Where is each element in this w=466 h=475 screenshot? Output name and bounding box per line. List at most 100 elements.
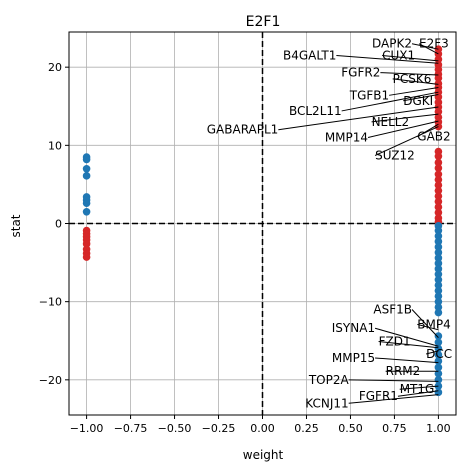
data-point [434,175,443,184]
annotation-connector [336,54,439,64]
data-point [434,107,443,116]
chart-title: E2F1 [246,14,281,30]
gene-label: KCNJ11 [305,396,348,410]
annotation-connector [403,94,439,102]
annotation-connector [382,54,439,62]
y-tick-label: 20 [48,61,62,74]
gene-label: RRM2 [386,364,421,378]
annotation-connector [425,350,439,355]
y-axis-label: stat [9,214,23,237]
y-tick-label: 10 [48,139,62,152]
data-point [82,240,91,248]
gene-label: NELL2 [372,115,410,129]
gene-label: PCSK6 [393,72,432,86]
x-tick-label: −0.25 [202,422,236,435]
data-point [434,303,443,311]
x-tick-label: 1.00 [426,422,451,435]
x-tick-label: 0.50 [338,422,363,435]
gene-label: SUZ12 [375,148,415,162]
gene-label: FZD1 [379,335,411,349]
data-point [434,308,443,317]
annotation-connector [397,390,439,397]
gene-label: GAB2 [417,130,450,144]
data-point [434,170,443,179]
data-point [434,265,443,273]
annotation-connector [392,78,439,85]
gene-label: DAPK2 [372,37,412,51]
gene-label: ISYNA1 [332,321,375,335]
data-point [434,208,443,217]
annotation-connector [375,357,439,364]
x-tick-label: 0.75 [382,422,407,435]
data-point [434,363,443,372]
plot-area: −1.00 −0.75 −0.50 −0.25 0.00 0.25 0.50 0.75 1.00… [39,31,457,435]
data-point [434,197,443,206]
data-point [434,332,443,340]
gene-label: MMP15 [332,351,375,365]
y-tick-label: −20 [39,374,62,387]
annotation-connector [417,323,439,331]
gene-label: ASF1B [373,302,412,316]
gene-label: GABARAPL1 [207,123,279,137]
data-point [434,203,443,211]
data-point [434,237,443,246]
annotation-connector [348,394,439,404]
data-point [434,186,443,195]
annotation-connector [399,385,439,390]
data-point [434,275,443,284]
gene-label: BMP4 [417,317,450,331]
gene-label: FGFR1 [359,389,398,403]
annotation-connector [389,87,439,96]
data-point [434,226,443,235]
data-point [434,232,443,240]
data-point [434,259,443,268]
annotation-connector [367,120,439,139]
data-point [82,199,91,207]
data-point [434,297,443,306]
data-point [434,388,443,397]
annotation-connector [378,341,439,349]
data-point [434,344,443,353]
annotation-connector [380,72,439,76]
data-point [434,281,443,290]
gene-label: DCC [426,347,452,361]
annotation-connector [348,379,439,382]
gene-label: FGFR2 [341,66,380,80]
data-point [434,254,443,262]
data-point [434,338,443,347]
data-point [434,192,443,200]
annotation-connector [341,91,439,112]
x-tick-label: 0.00 [250,422,275,435]
data-point [434,74,443,82]
y-tick-label: −10 [39,296,62,309]
y-tick-label: 0 [55,218,62,231]
x-tick-label: −0.75 [114,422,148,435]
data-point [434,164,443,172]
data-point [82,253,91,261]
data-point [434,292,443,300]
data-point [434,286,443,295]
gene-label: B4GALT1 [283,48,336,62]
gene-label: E2F3 [419,37,449,51]
data-point [434,55,443,64]
data-point [434,243,443,251]
annotation-connector [371,113,439,123]
data-point [82,207,91,216]
data-point [434,50,443,58]
data-point [82,155,91,164]
data-point [82,164,91,173]
data-point [434,351,443,359]
x-tick-label: 0.25 [294,422,319,435]
data-point [434,248,443,257]
annotation-connector [374,327,439,347]
gene-label: TOP2A [308,373,350,387]
data-point [434,382,443,390]
annotation-connector [418,43,439,55]
gene-label: BCL2L11 [289,104,342,118]
x-axis-label: weight [243,448,284,462]
gene-label: TGFB1 [349,88,389,102]
data-point [434,152,443,161]
gene-label: MMP14 [325,131,368,145]
gene-label: CUX1 [382,48,415,62]
